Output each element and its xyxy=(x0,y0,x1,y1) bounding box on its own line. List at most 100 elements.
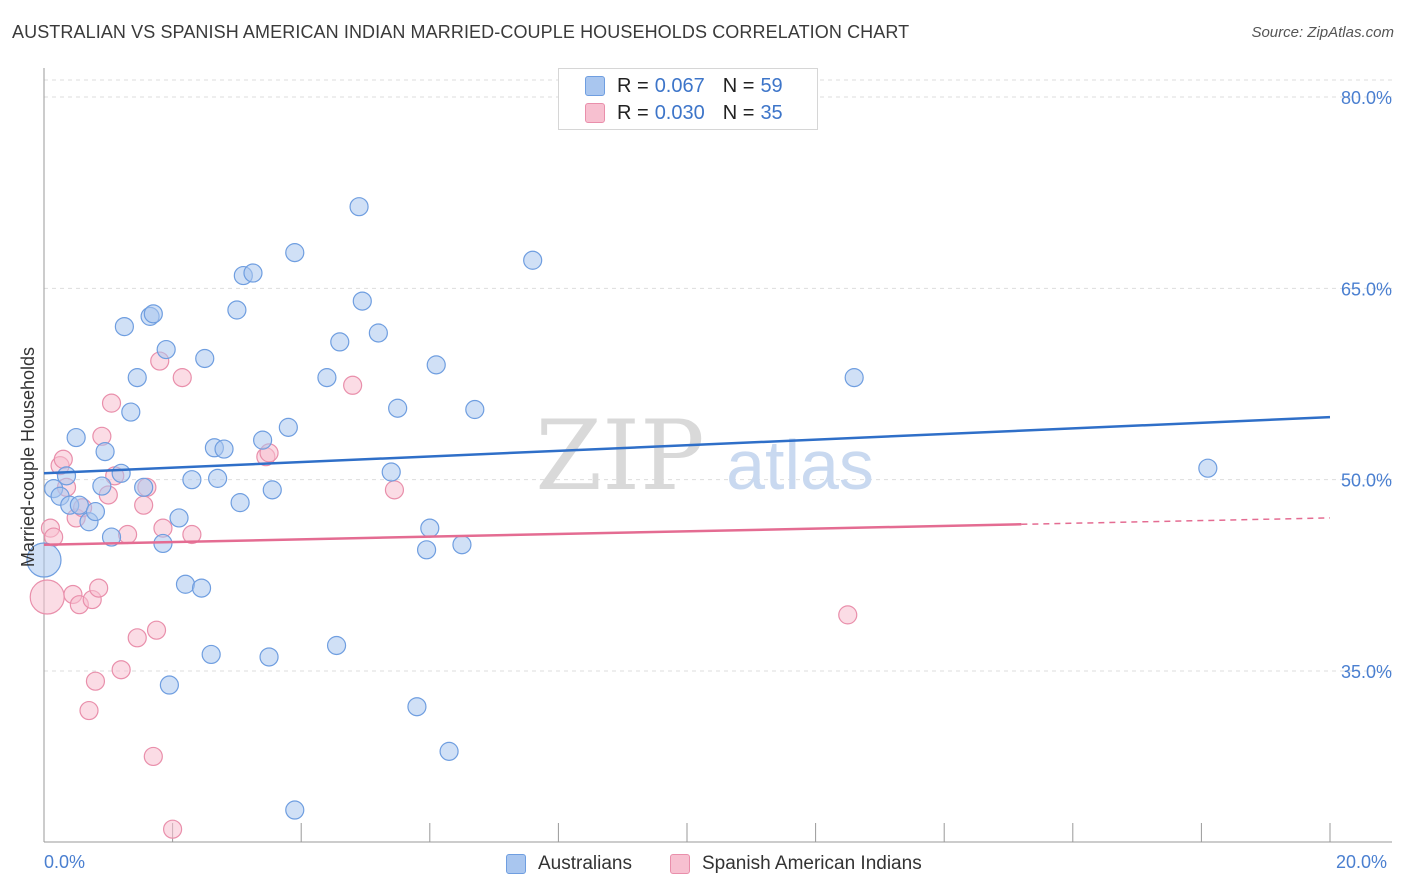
data-point xyxy=(439,741,459,761)
data-point xyxy=(407,697,427,717)
data-point xyxy=(163,819,183,839)
bottom-legend-spanish-american-indians[interactable]: Spanish American Indians xyxy=(670,852,922,876)
data-point xyxy=(227,300,247,320)
bottom-legend-swatch-blue xyxy=(506,854,526,874)
data-point xyxy=(66,427,86,448)
y-tick-label: 35.0% xyxy=(1341,662,1392,682)
data-point xyxy=(111,463,131,483)
watermark: ZIP atlas xyxy=(535,400,874,512)
data-point xyxy=(101,393,122,413)
data-point xyxy=(175,574,196,594)
data-point xyxy=(262,480,282,500)
data-point xyxy=(89,578,109,598)
data-point xyxy=(85,501,106,522)
data-point xyxy=(1198,458,1218,478)
data-point xyxy=(352,291,372,311)
data-point xyxy=(838,605,858,625)
r-value-spanish-american-indians: 0.030 xyxy=(654,101,705,124)
n-label: N = xyxy=(722,101,755,124)
data-point xyxy=(195,348,215,369)
y-axis-label: Married-couple Households xyxy=(18,347,38,567)
data-point xyxy=(285,800,305,820)
data-point xyxy=(349,197,369,217)
legend-row-spanish-american-indians: R = 0.030 N = 35 xyxy=(585,100,783,126)
data-point xyxy=(182,524,202,545)
data-point xyxy=(214,439,234,459)
y-tick-label: 65.0% xyxy=(1341,279,1392,299)
data-point xyxy=(69,495,89,515)
trend-lines xyxy=(43,415,1331,546)
data-point xyxy=(29,579,65,615)
legend-row-australians: R = 0.067 N = 59 xyxy=(585,73,783,99)
n-value-spanish-american-indians: 35 xyxy=(760,101,783,124)
legend-swatch-blue xyxy=(585,76,605,96)
data-point xyxy=(117,524,138,545)
data-point xyxy=(159,675,179,695)
series-spanish-american-indians xyxy=(29,351,858,839)
trend-line-extension xyxy=(1021,517,1331,526)
data-point xyxy=(56,466,77,486)
data-point xyxy=(92,476,112,496)
data-point xyxy=(191,578,212,598)
data-point xyxy=(465,399,485,420)
r-label: R = xyxy=(617,74,649,97)
grid-lines xyxy=(44,79,1392,672)
data-point xyxy=(111,660,131,680)
data-point xyxy=(208,468,228,488)
data-point xyxy=(452,535,472,555)
bottom-legend-label-spanish-american-indians: Spanish American Indians xyxy=(702,853,922,874)
data-point xyxy=(182,470,202,490)
chart-source: Source: ZipAtlas.com xyxy=(1251,24,1394,41)
data-point xyxy=(368,323,388,343)
data-point xyxy=(26,542,62,578)
data-point xyxy=(243,263,263,283)
bottom-legend-swatch-pink xyxy=(670,854,690,874)
data-point xyxy=(143,304,163,324)
data-point xyxy=(114,317,134,337)
data-point xyxy=(121,402,141,422)
data-point xyxy=(420,518,440,538)
legend-swatch-pink xyxy=(585,103,605,123)
data-point xyxy=(388,398,408,418)
data-point xyxy=(326,635,347,656)
data-point xyxy=(201,644,221,665)
data-point xyxy=(156,339,176,360)
x-tick-max: 20.0% xyxy=(1336,852,1388,872)
bottom-legend-australians[interactable]: Australians xyxy=(506,852,632,876)
data-point xyxy=(844,368,864,388)
data-point xyxy=(146,620,167,640)
data-point xyxy=(134,495,154,515)
data-point xyxy=(384,480,405,500)
data-point xyxy=(53,449,73,469)
data-point xyxy=(85,671,106,691)
data-point xyxy=(285,243,305,263)
data-point xyxy=(95,442,115,462)
y-tick-label: 80.0% xyxy=(1341,88,1392,108)
watermark-zip: ZIP xyxy=(535,400,704,512)
y-tick-labels: 80.0% 65.0% 50.0% 35.0% xyxy=(1341,88,1392,682)
data-point xyxy=(169,508,189,528)
data-point xyxy=(426,355,446,375)
data-point xyxy=(381,462,401,482)
data-point xyxy=(134,477,154,497)
axes xyxy=(43,68,1392,843)
data-point xyxy=(127,368,147,388)
data-point xyxy=(230,493,250,513)
data-point xyxy=(317,368,337,388)
bottom-legend-label-australians: Australians xyxy=(538,853,632,874)
data-point xyxy=(127,628,147,648)
data-point xyxy=(143,746,163,767)
r-label: R = xyxy=(617,101,649,124)
data-point xyxy=(172,368,192,388)
stats-legend: R = 0.067 N = 59 R = 0.030 N = 35 xyxy=(558,68,818,130)
data-point xyxy=(253,430,273,450)
data-point xyxy=(343,375,363,395)
data-point xyxy=(101,527,122,547)
y-tick-label: 50.0% xyxy=(1341,471,1392,491)
data-point xyxy=(523,250,543,270)
r-value-australians: 0.067 xyxy=(654,74,705,97)
trend-line-spanish-american-indians xyxy=(43,523,1022,546)
n-label: N = xyxy=(722,74,755,97)
data-point xyxy=(259,647,279,667)
